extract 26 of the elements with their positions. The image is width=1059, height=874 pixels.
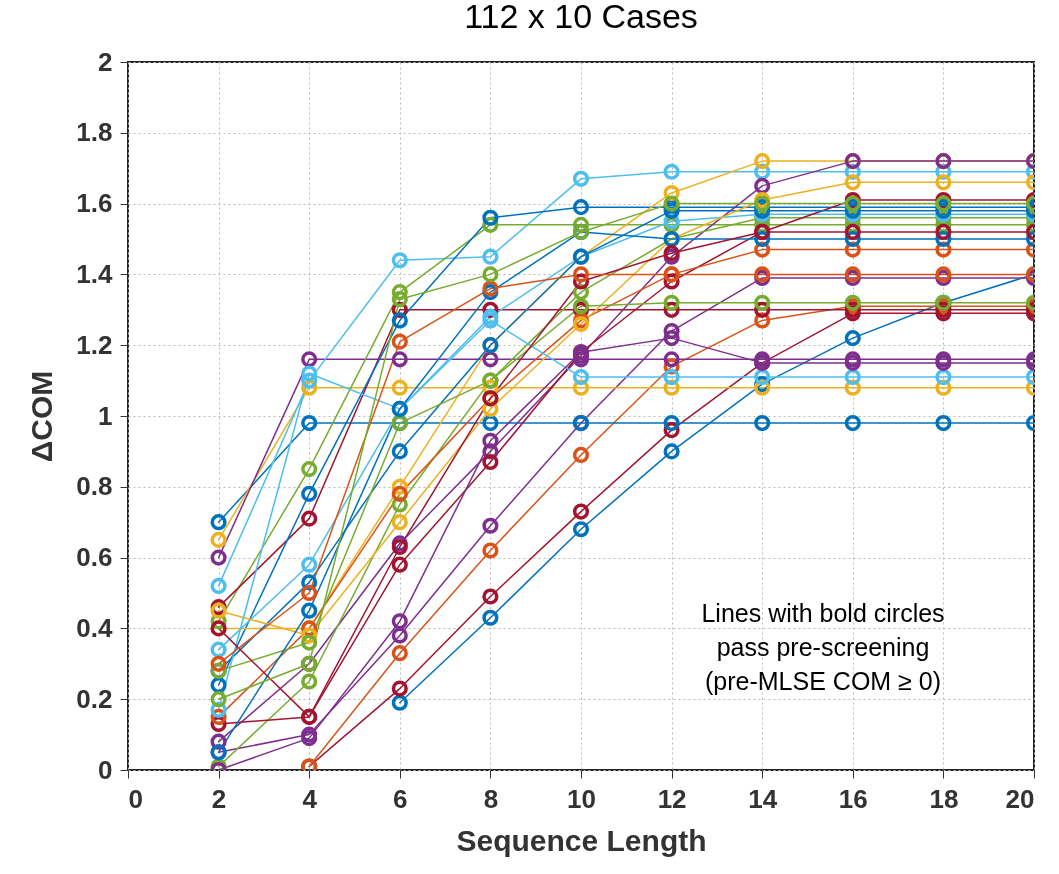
y-tick-label: 1.4	[76, 258, 114, 289]
x-tick-label: 14	[748, 783, 778, 814]
x-tick-label: 4	[302, 783, 318, 814]
y-tick-label: 1.6	[76, 188, 113, 219]
x-tick-label: 10	[567, 783, 596, 814]
x-tick-label: 12	[657, 783, 687, 814]
y-tick-label: 1.2	[76, 329, 113, 360]
x-tick-label: 18	[929, 783, 959, 814]
y-tick-label: 0	[98, 754, 113, 785]
x-tick-label: 0	[128, 783, 143, 814]
y-axis-title: ΔCOM	[25, 370, 59, 463]
annotation: Lines with bold circles pass pre-screening (pre-MLSE COM ≥ 0)	[701, 599, 945, 695]
x-tick-label: 6	[393, 783, 408, 814]
x-tick-label: 20	[1005, 783, 1035, 814]
y-tick-label: 1	[98, 400, 113, 431]
x-tick-label: 2	[211, 783, 227, 814]
y-tick-label: 2	[98, 46, 113, 77]
x-tick-label: 8	[483, 783, 499, 814]
x-tick-label: 16	[838, 783, 868, 814]
x-axis-title: Sequence Length	[456, 823, 707, 857]
y-tick-label: 0.4	[76, 612, 114, 643]
y-tick-label: 0.2	[76, 683, 113, 714]
chart-title: 112 x 10 Cases	[464, 0, 698, 35]
y-tick-label: 1.8	[76, 117, 113, 148]
y-tick-label: 0.8	[76, 471, 113, 502]
y-tick-label: 0.6	[76, 542, 113, 573]
